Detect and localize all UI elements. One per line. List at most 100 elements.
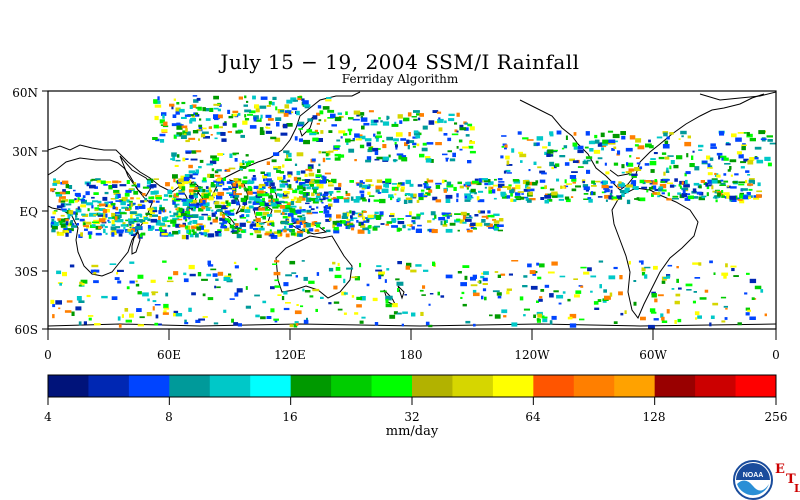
rain-speck: [117, 269, 124, 272]
rain-speck: [253, 227, 259, 231]
rain-speck: [669, 184, 675, 188]
rain-speck: [210, 134, 213, 136]
rain-speck: [198, 166, 202, 169]
rain-speck: [366, 156, 372, 161]
rain-speck: [277, 294, 282, 296]
rain-speck: [633, 301, 637, 306]
rain-speck: [337, 308, 343, 311]
rain-speck: [528, 191, 533, 196]
rain-speck: [692, 188, 697, 193]
rain-speck: [264, 209, 271, 211]
rain-speck: [243, 176, 248, 179]
rain-speck: [404, 142, 408, 147]
rain-speck: [249, 110, 256, 114]
rain-speck: [92, 221, 99, 224]
rain-speck: [306, 212, 313, 215]
rain-speck: [333, 196, 336, 200]
rain-speck: [420, 212, 425, 215]
rain-speck: [58, 199, 62, 203]
rain-speck: [309, 182, 315, 184]
rain-speck: [294, 310, 302, 315]
rain-speck: [126, 199, 130, 203]
rain-speck: [244, 109, 252, 113]
rain-speck: [492, 184, 498, 187]
rain-speck: [663, 277, 669, 279]
rain-speck: [496, 224, 504, 227]
rain-speck: [405, 179, 411, 185]
rain-speck: [509, 188, 515, 194]
rain-speck: [123, 226, 126, 230]
rain-speck: [254, 267, 258, 271]
rain-speck: [442, 224, 448, 227]
rain-speck: [440, 295, 445, 298]
rain-speck: [308, 166, 312, 170]
rain-speck: [366, 283, 370, 287]
rain-speck: [569, 175, 577, 179]
rain-speck: [639, 197, 646, 202]
rain-speck: [298, 128, 303, 130]
rain-speck: [194, 186, 198, 191]
rain-speck: [315, 195, 321, 199]
lon-label-180: 180: [399, 348, 423, 362]
rain-speck: [380, 290, 387, 293]
rain-speck: [604, 185, 609, 190]
rain-speck: [221, 205, 228, 210]
rain-speck: [188, 164, 193, 169]
rain-speck: [419, 132, 422, 136]
rain-speck: [386, 115, 389, 121]
rain-speck: [653, 152, 658, 155]
rain-speck: [226, 192, 233, 194]
rain-speck: [725, 143, 731, 146]
noaa-logo: NOAA: [733, 460, 773, 500]
rain-speck: [178, 230, 181, 234]
rain-speck: [517, 191, 525, 193]
rain-speck: [239, 165, 247, 169]
rain-speck: [195, 150, 202, 153]
rain-speck: [328, 302, 332, 305]
rain-speck: [295, 180, 299, 184]
rain-speck: [216, 182, 221, 187]
rain-speck: [116, 271, 119, 275]
rain-speck: [311, 192, 315, 197]
rain-speck: [200, 202, 204, 206]
rain-speck: [716, 180, 722, 184]
rain-speck: [256, 234, 262, 238]
rain-speck: [153, 178, 159, 180]
rain-speck: [245, 305, 251, 309]
rain-speck: [544, 185, 547, 189]
rain-speck: [443, 188, 447, 193]
rain-speck: [336, 190, 341, 193]
rain-speck: [56, 205, 63, 209]
rain-speck: [360, 117, 368, 122]
rain-speck: [128, 200, 133, 203]
rain-speck: [244, 161, 251, 164]
rain-speck: [231, 231, 239, 234]
rain-speck: [277, 230, 282, 234]
rain-speck: [180, 135, 187, 139]
rain-speck: [76, 223, 79, 226]
rain-speck: [737, 132, 745, 134]
rain-speck: [645, 181, 652, 184]
rain-speck: [341, 215, 349, 219]
rain-speck: [743, 132, 750, 134]
rain-speck: [268, 203, 273, 205]
rain-speck: [354, 212, 361, 215]
rain-speck: [435, 185, 441, 189]
rain-speck: [129, 202, 136, 205]
etl-letter-t: T: [786, 472, 796, 487]
rain-speck: [644, 180, 651, 182]
rain-speck: [299, 217, 304, 221]
rain-speck: [374, 158, 380, 161]
rain-speck: [307, 118, 313, 122]
rain-speck: [84, 228, 88, 231]
rain-speck: [265, 178, 272, 181]
rain-speck: [758, 130, 766, 135]
rain-speck: [184, 225, 189, 229]
rain-speck: [411, 116, 417, 118]
rain-speck: [664, 156, 670, 160]
rain-speck: [707, 172, 713, 176]
rain-speck: [315, 174, 322, 178]
rain-speck: [182, 201, 190, 206]
rain-speck: [299, 221, 303, 225]
rain-speck: [338, 130, 346, 134]
